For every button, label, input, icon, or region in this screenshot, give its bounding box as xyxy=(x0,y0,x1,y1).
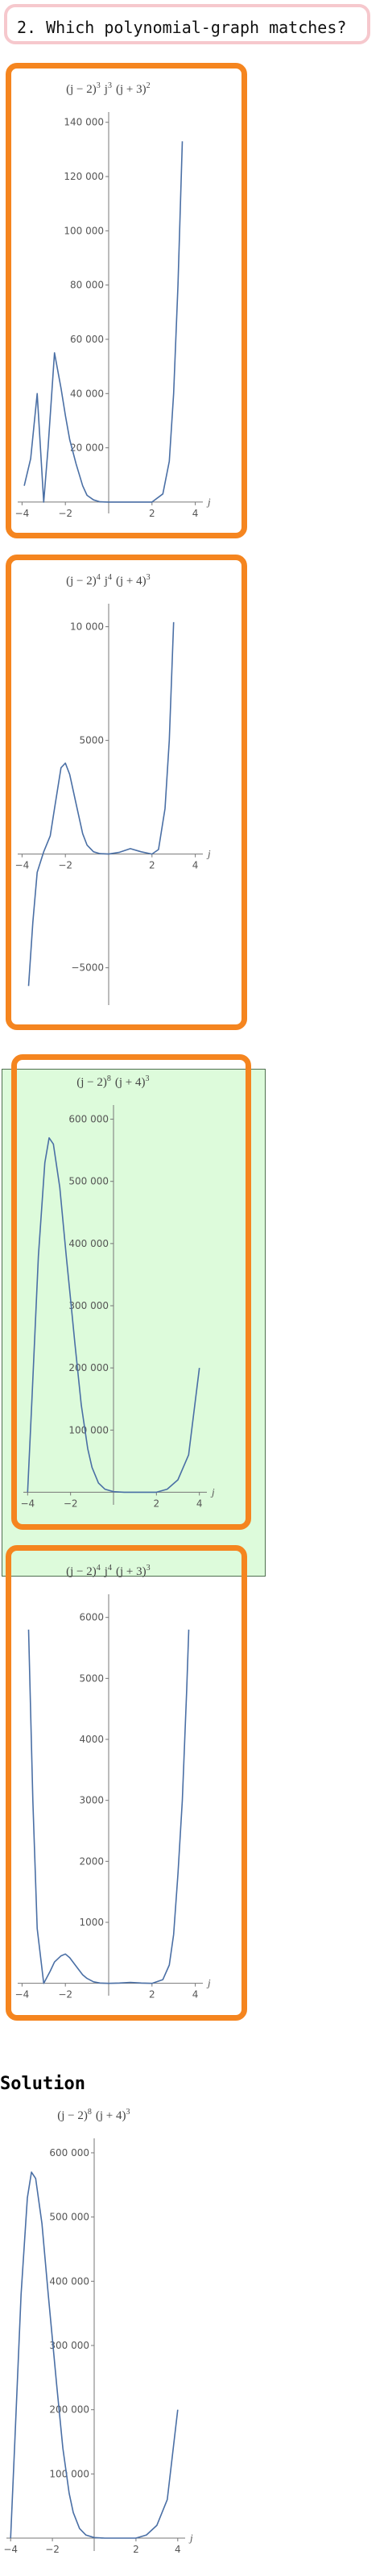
x-axis-label: j xyxy=(206,1977,211,1989)
y-tick-label: 400 000 xyxy=(49,2275,89,2287)
y-tick-label: 600 000 xyxy=(68,1114,109,1125)
option-3-plot: (j − 2)8 (j + 4)3 j −4 −2 2 4 100 000 200 000 3… xyxy=(20,1074,215,1509)
x-tick-label: 4 xyxy=(192,508,199,519)
x-tick-label: −4 xyxy=(15,508,30,519)
x-tick-label: −4 xyxy=(15,1989,30,2001)
question-prompt: 2. Which polynomial-graph matches? xyxy=(4,4,370,44)
solution-heading: Solution xyxy=(0,2074,85,2094)
x-axis-label: j xyxy=(206,848,211,860)
y-tick-label: −5000 xyxy=(71,962,104,974)
curve-series xyxy=(27,621,175,987)
y-tick-label: 100 000 xyxy=(68,1424,109,1435)
y-tick-label: 200 000 xyxy=(68,1362,109,1373)
option-2-plot: (j − 2)4 j4 (j + 4)3 j −4 −2 2 4 −5000 5000 10 … xyxy=(15,573,211,1005)
x-tick-label: 2 xyxy=(149,508,155,519)
x-tick-label: 2 xyxy=(154,1498,160,1509)
y-tick-label: 40 000 xyxy=(70,388,104,399)
y-tick-label: 400 000 xyxy=(68,1238,109,1249)
x-tick-label: 4 xyxy=(192,1989,199,2001)
curve-series xyxy=(10,2171,179,2539)
solution-plot: (j − 2)8 (j + 4)3 j −4 −2 2 4 100 000 200 000 3… xyxy=(3,2108,193,2555)
y-tick-label: 3000 xyxy=(79,1795,104,1806)
y-tick-label: 100 000 xyxy=(64,225,104,236)
x-axis-label: j xyxy=(206,496,211,508)
curve-series xyxy=(27,1629,190,1984)
y-tick-label: 600 000 xyxy=(49,2147,89,2158)
y-tick-label: 6000 xyxy=(79,1612,104,1623)
plot-title: (j − 2)8 (j + 4)3 xyxy=(57,2108,131,2122)
plot-title: (j − 2)8 (j + 4)3 xyxy=(76,1074,151,1089)
option-card-4[interactable]: (j − 2)4 j4 (j + 3)3 j −4 −2 2 4 1000 2000 3000… xyxy=(6,1545,247,2021)
x-tick-label: −2 xyxy=(58,860,72,871)
x-tick-label: −2 xyxy=(58,508,72,519)
y-tick-label: 5000 xyxy=(79,735,104,746)
x-tick-label: −2 xyxy=(58,1989,72,2001)
x-axis-label: j xyxy=(210,1485,215,1498)
plot-title: (j − 2)3 j3 (j + 3)2 xyxy=(66,81,151,96)
option-1-plot: (j − 2)3 j3 (j + 3)2 j −4 −2 2 4 20 000 40 000… xyxy=(15,81,211,519)
x-axis-label: j xyxy=(188,2532,193,2544)
x-tick-label: −4 xyxy=(3,2544,18,2555)
curve-series xyxy=(23,141,184,503)
x-tick-label: −2 xyxy=(64,1498,78,1509)
plot-title: (j − 2)4 j4 (j + 4)3 xyxy=(66,573,151,588)
x-tick-label: 4 xyxy=(192,860,199,871)
y-tick-label: 60 000 xyxy=(70,334,104,345)
y-tick-label: 200 000 xyxy=(49,2404,89,2416)
x-tick-label: 4 xyxy=(175,2544,181,2555)
option-4-plot: (j − 2)4 j4 (j + 3)3 j −4 −2 2 4 1000 2000 3000… xyxy=(15,1564,211,2001)
x-tick-label: 4 xyxy=(196,1498,203,1509)
x-tick-label: −4 xyxy=(15,860,30,871)
x-tick-label: −4 xyxy=(20,1498,35,1509)
y-tick-label: 5000 xyxy=(79,1672,104,1684)
y-tick-label: 300 000 xyxy=(49,2340,89,2351)
y-tick-label: 20 000 xyxy=(70,442,104,454)
y-tick-label: 2000 xyxy=(79,1855,104,1867)
y-tick-label: 4000 xyxy=(79,1734,104,1745)
x-tick-label: 2 xyxy=(149,860,155,871)
x-tick-label: 2 xyxy=(149,1989,155,2001)
option-card-2[interactable]: (j − 2)4 j4 (j + 4)3 j −4 −2 2 4 −5000 5000 10 … xyxy=(6,555,247,1030)
y-tick-label: 300 000 xyxy=(68,1300,109,1311)
curve-series xyxy=(27,1136,200,1494)
y-tick-label: 500 000 xyxy=(68,1176,109,1187)
option-card-3[interactable]: (j − 2)8 (j + 4)3 j −4 −2 2 4 100 000 200 000 3… xyxy=(11,1054,251,1530)
y-tick-label: 120 000 xyxy=(64,171,104,182)
y-tick-label: 80 000 xyxy=(70,280,104,291)
y-tick-label: 140 000 xyxy=(64,117,104,128)
y-tick-label: 100 000 xyxy=(49,2468,89,2479)
option-card-1[interactable]: (j − 2)3 j3 (j + 3)2 j −4 −2 2 4 20 000 40 000… xyxy=(6,63,247,538)
solution-plot-container: (j − 2)8 (j + 4)3 j −4 −2 2 4 100 000 200 000 3… xyxy=(0,2100,241,2575)
plot-title: (j − 2)4 j4 (j + 3)3 xyxy=(66,1564,151,1578)
y-tick-label: 500 000 xyxy=(49,2212,89,2223)
x-tick-label: 2 xyxy=(133,2544,139,2555)
y-tick-label: 10 000 xyxy=(70,621,104,633)
x-tick-label: −2 xyxy=(45,2544,60,2555)
y-tick-label: 1000 xyxy=(79,1917,104,1928)
